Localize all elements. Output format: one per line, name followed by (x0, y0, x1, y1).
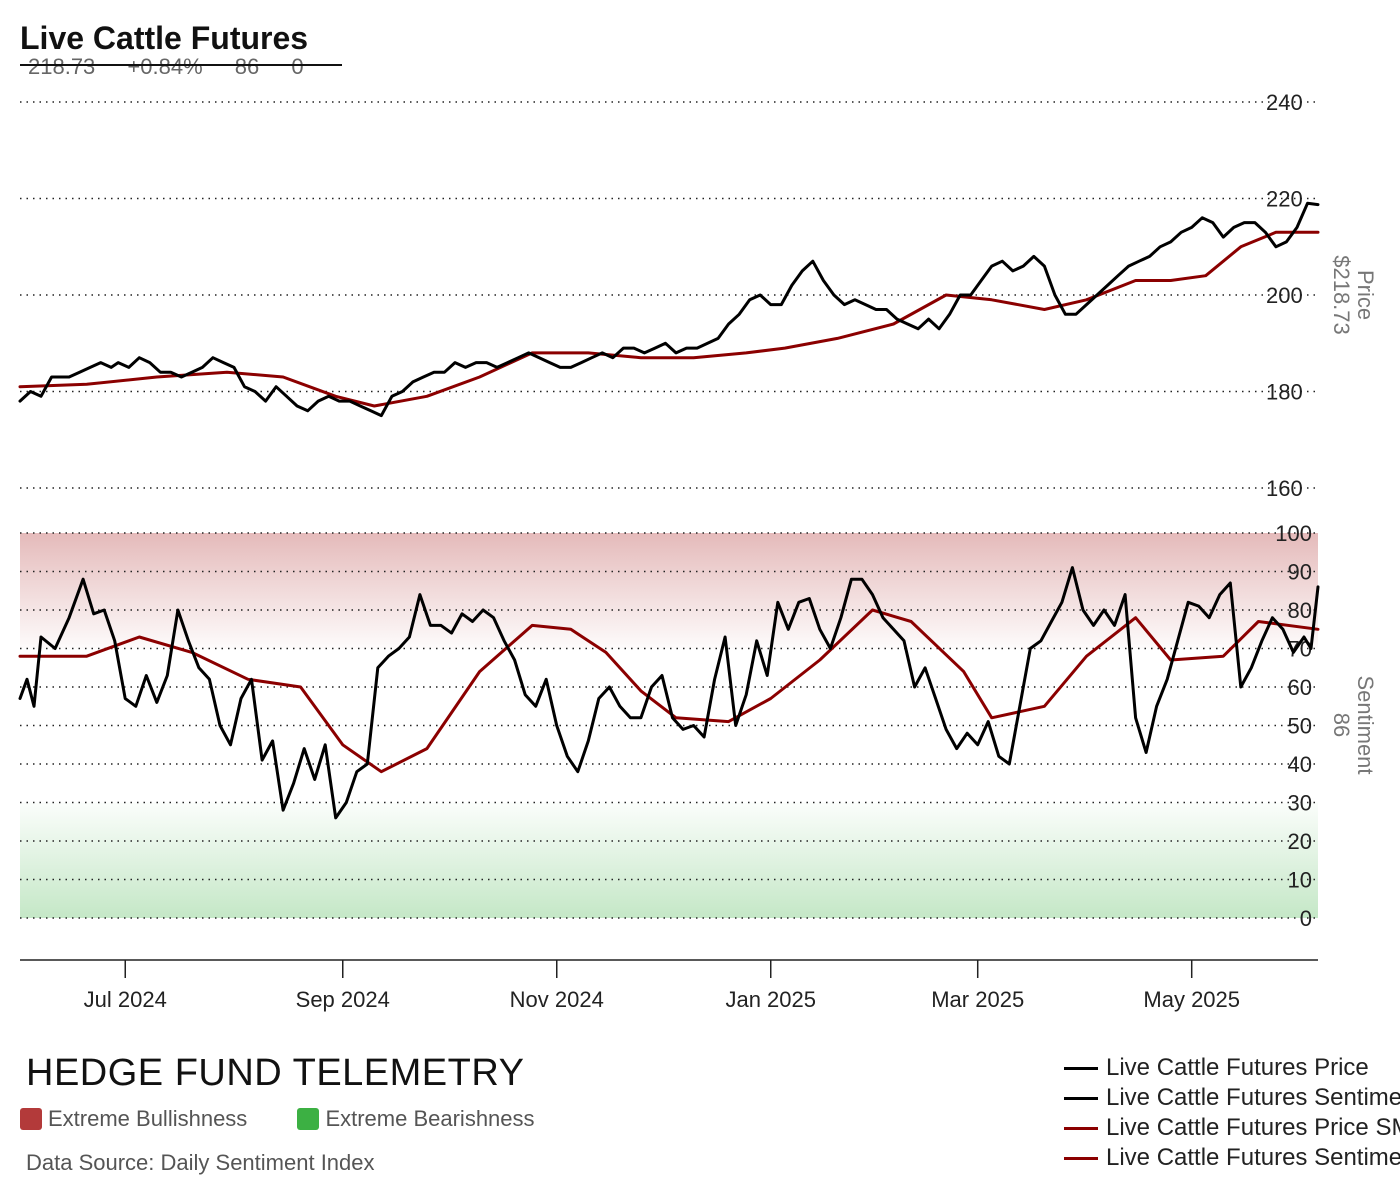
price-last-value: $218.73 (1329, 255, 1354, 335)
brand-label: HEDGE FUND TELEMETRY (26, 1052, 525, 1094)
sentiment-sma-line (18, 608, 1320, 774)
legend-label: Live Cattle Futures Sentiment SMA (1106, 1144, 1400, 1171)
price-line (18, 201, 1320, 418)
sentiment-tick-label: 50 (1288, 714, 1312, 739)
zone-legend-bull-label: Extreme Bullishness (48, 1106, 248, 1131)
price-tick-label: 240 (1266, 90, 1303, 115)
extreme-bearish-zone (20, 802, 1318, 918)
legend-item: Live Cattle Futures Price (1064, 1053, 1400, 1083)
x-tick-label: Mar 2025 (931, 987, 1024, 1012)
sentiment-last-value: 86 (1329, 713, 1354, 737)
price-tick-label: 180 (1266, 380, 1303, 405)
bull-swatch (20, 1108, 42, 1130)
legend-label: Live Cattle Futures Sentiment (1106, 1084, 1400, 1111)
legend-item: Live Cattle Futures Sentiment (1064, 1083, 1400, 1113)
legend-label: Live Cattle Futures Price SMA (1106, 1114, 1400, 1141)
sentiment-tick-label: 90 (1288, 560, 1312, 585)
sentiment-tick-label: 10 (1288, 868, 1312, 893)
legend-line (1064, 1066, 1098, 1070)
sentiment-tick-label: 30 (1288, 791, 1312, 816)
extreme-bullish-zone (20, 533, 1318, 649)
sentiment-line (18, 566, 1320, 820)
stat-price: 218.73 (28, 54, 96, 79)
chart-svg: 1601802002202400102030405060708090100Pri… (18, 90, 1378, 1012)
price-tick-label: 160 (1266, 476, 1303, 501)
zone-legend: Extreme Bullishness Extreme Bearishness (20, 1106, 579, 1136)
x-tick-label: May 2025 (1143, 987, 1240, 1012)
price-tick-label: 200 (1266, 283, 1303, 308)
series-legend: Live Cattle Futures Price Live Cattle Fu… (1064, 1053, 1400, 1173)
x-tick-label: Jul 2024 (84, 987, 167, 1012)
x-tick-label: Jan 2025 (725, 987, 816, 1012)
chart-title: Live Cattle Futures (20, 20, 309, 56)
sentiment-tick-label: 0 (1300, 906, 1312, 931)
legend-line (1064, 1126, 1098, 1130)
data-source: Data Source: Daily Sentiment Index (26, 1150, 375, 1175)
legend-line (1064, 1156, 1098, 1160)
legend-item: Live Cattle Futures Sentiment SMA (1064, 1143, 1400, 1173)
sentiment-tick-label: 100 (1275, 521, 1312, 546)
sentiment-tick-label: 60 (1288, 675, 1312, 700)
legend-label: Live Cattle Futures Price (1106, 1054, 1369, 1081)
zone-legend-bull: Extreme Bullishness (20, 1106, 247, 1132)
sentiment-tick-label: 80 (1288, 598, 1312, 623)
price-sma-line (18, 230, 1320, 408)
stats-row: 218.73 +0.84% 86 0 (28, 54, 330, 80)
legend-item: Live Cattle Futures Price SMA (1064, 1113, 1400, 1143)
zone-legend-bear: Extreme Bearishness (297, 1106, 535, 1132)
bear-swatch (297, 1108, 320, 1130)
zone-legend-bear-label: Extreme Bearishness (325, 1106, 535, 1131)
price-tick-label: 220 (1266, 187, 1303, 212)
x-tick-label: Nov 2024 (510, 987, 604, 1012)
price-axis-title: Price (1353, 270, 1378, 320)
sentiment-tick-label: 20 (1288, 829, 1312, 854)
sentiment-axis-title: Sentiment (1353, 675, 1378, 774)
stat-extra: 0 (291, 54, 304, 79)
stats-strike-line (20, 64, 342, 66)
x-tick-label: Sep 2024 (296, 987, 390, 1012)
sentiment-tick-label: 40 (1288, 752, 1312, 777)
stat-sentiment: 86 (234, 54, 260, 79)
stat-change: +0.84% (127, 54, 203, 79)
legend-line (1064, 1096, 1098, 1100)
